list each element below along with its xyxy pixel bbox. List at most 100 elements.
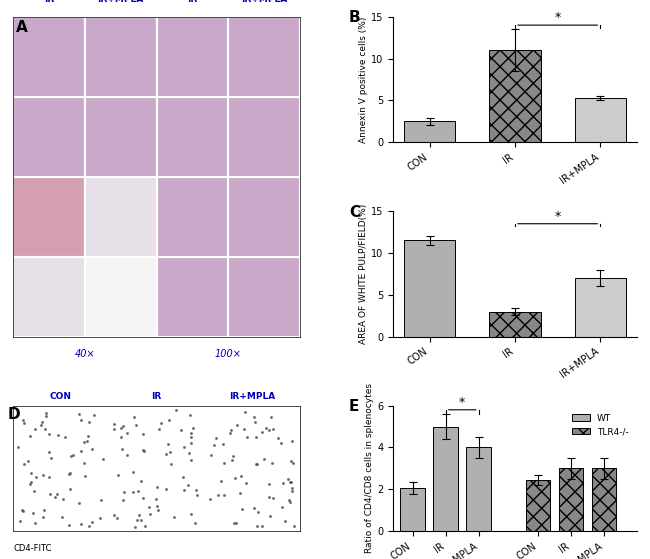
Bar <box>526 480 551 531</box>
Point <box>169 513 179 522</box>
Point <box>145 510 155 519</box>
Point <box>132 516 142 525</box>
Point <box>136 515 146 524</box>
Point <box>28 509 38 518</box>
Bar <box>228 97 300 177</box>
Point <box>227 455 238 464</box>
Point <box>46 454 57 463</box>
Point <box>287 487 298 496</box>
Point <box>84 522 95 530</box>
Bar <box>84 17 157 97</box>
Bar <box>13 177 84 257</box>
Point <box>26 478 36 487</box>
Point <box>278 479 288 487</box>
Point <box>192 490 202 499</box>
Point <box>75 415 86 424</box>
Point <box>109 510 119 519</box>
Point <box>116 424 127 433</box>
Point <box>75 447 86 456</box>
Point <box>82 437 92 446</box>
Point <box>153 505 163 514</box>
Point <box>235 488 245 497</box>
Point <box>165 459 176 468</box>
Point <box>151 495 161 504</box>
Point <box>278 502 288 511</box>
Bar <box>489 50 541 142</box>
Point <box>179 486 189 495</box>
Bar <box>489 311 541 337</box>
Point <box>83 432 93 441</box>
Text: *: * <box>554 210 561 223</box>
Point <box>209 440 219 449</box>
Point <box>286 478 296 487</box>
Point <box>264 480 274 489</box>
Point <box>188 424 198 433</box>
Point <box>23 456 33 465</box>
Point <box>219 458 229 467</box>
Point <box>118 487 129 496</box>
Bar <box>575 98 626 142</box>
Point <box>189 518 200 527</box>
Bar <box>575 278 626 337</box>
Point <box>118 421 129 430</box>
Point <box>216 477 226 486</box>
Point <box>137 493 148 502</box>
Text: IR: IR <box>151 392 162 401</box>
Bar <box>109 468 204 531</box>
Point <box>87 444 98 453</box>
Bar <box>109 406 204 468</box>
Point <box>45 489 55 498</box>
Point <box>240 408 250 416</box>
Text: IR: IR <box>44 0 54 4</box>
Point <box>185 429 196 438</box>
Point <box>252 522 263 530</box>
Point <box>250 460 261 469</box>
Point <box>156 419 166 428</box>
Text: D: D <box>7 407 20 422</box>
Bar <box>434 427 458 531</box>
Point <box>59 433 70 442</box>
Point <box>137 446 148 454</box>
Point <box>127 488 138 497</box>
Point <box>283 475 293 484</box>
Text: IR+MPLA: IR+MPLA <box>229 392 276 401</box>
Point <box>228 452 239 461</box>
Point <box>89 410 99 419</box>
Point <box>154 424 164 433</box>
Point <box>231 518 242 527</box>
Point <box>232 421 242 430</box>
Point <box>38 471 48 480</box>
Y-axis label: Ratio of CD4/CD8 cells in splenocytes: Ratio of CD4/CD8 cells in splenocytes <box>365 383 374 553</box>
Text: IR+MPLA: IR+MPLA <box>98 0 144 4</box>
Point <box>264 426 274 435</box>
Point <box>287 436 297 445</box>
Text: 100×: 100× <box>215 349 242 359</box>
Bar <box>84 177 157 257</box>
Point <box>38 513 48 522</box>
Point <box>266 458 277 467</box>
Point <box>44 448 54 457</box>
Point <box>36 420 46 429</box>
Point <box>80 471 90 480</box>
Point <box>122 428 133 437</box>
Point <box>96 495 107 504</box>
Bar <box>204 468 300 531</box>
Point <box>176 425 186 434</box>
Point <box>259 454 269 463</box>
Point <box>117 445 127 454</box>
Point <box>122 451 133 459</box>
Point <box>191 485 202 494</box>
Point <box>183 480 193 489</box>
Point <box>152 482 162 491</box>
Point <box>250 418 260 427</box>
Point <box>213 490 223 499</box>
Bar <box>157 17 228 97</box>
Point <box>162 440 173 449</box>
Point <box>253 507 263 516</box>
Point <box>79 459 90 468</box>
Point <box>268 494 278 503</box>
Point <box>185 439 196 448</box>
Bar <box>13 468 109 531</box>
Point <box>252 432 262 441</box>
Point <box>65 468 75 477</box>
